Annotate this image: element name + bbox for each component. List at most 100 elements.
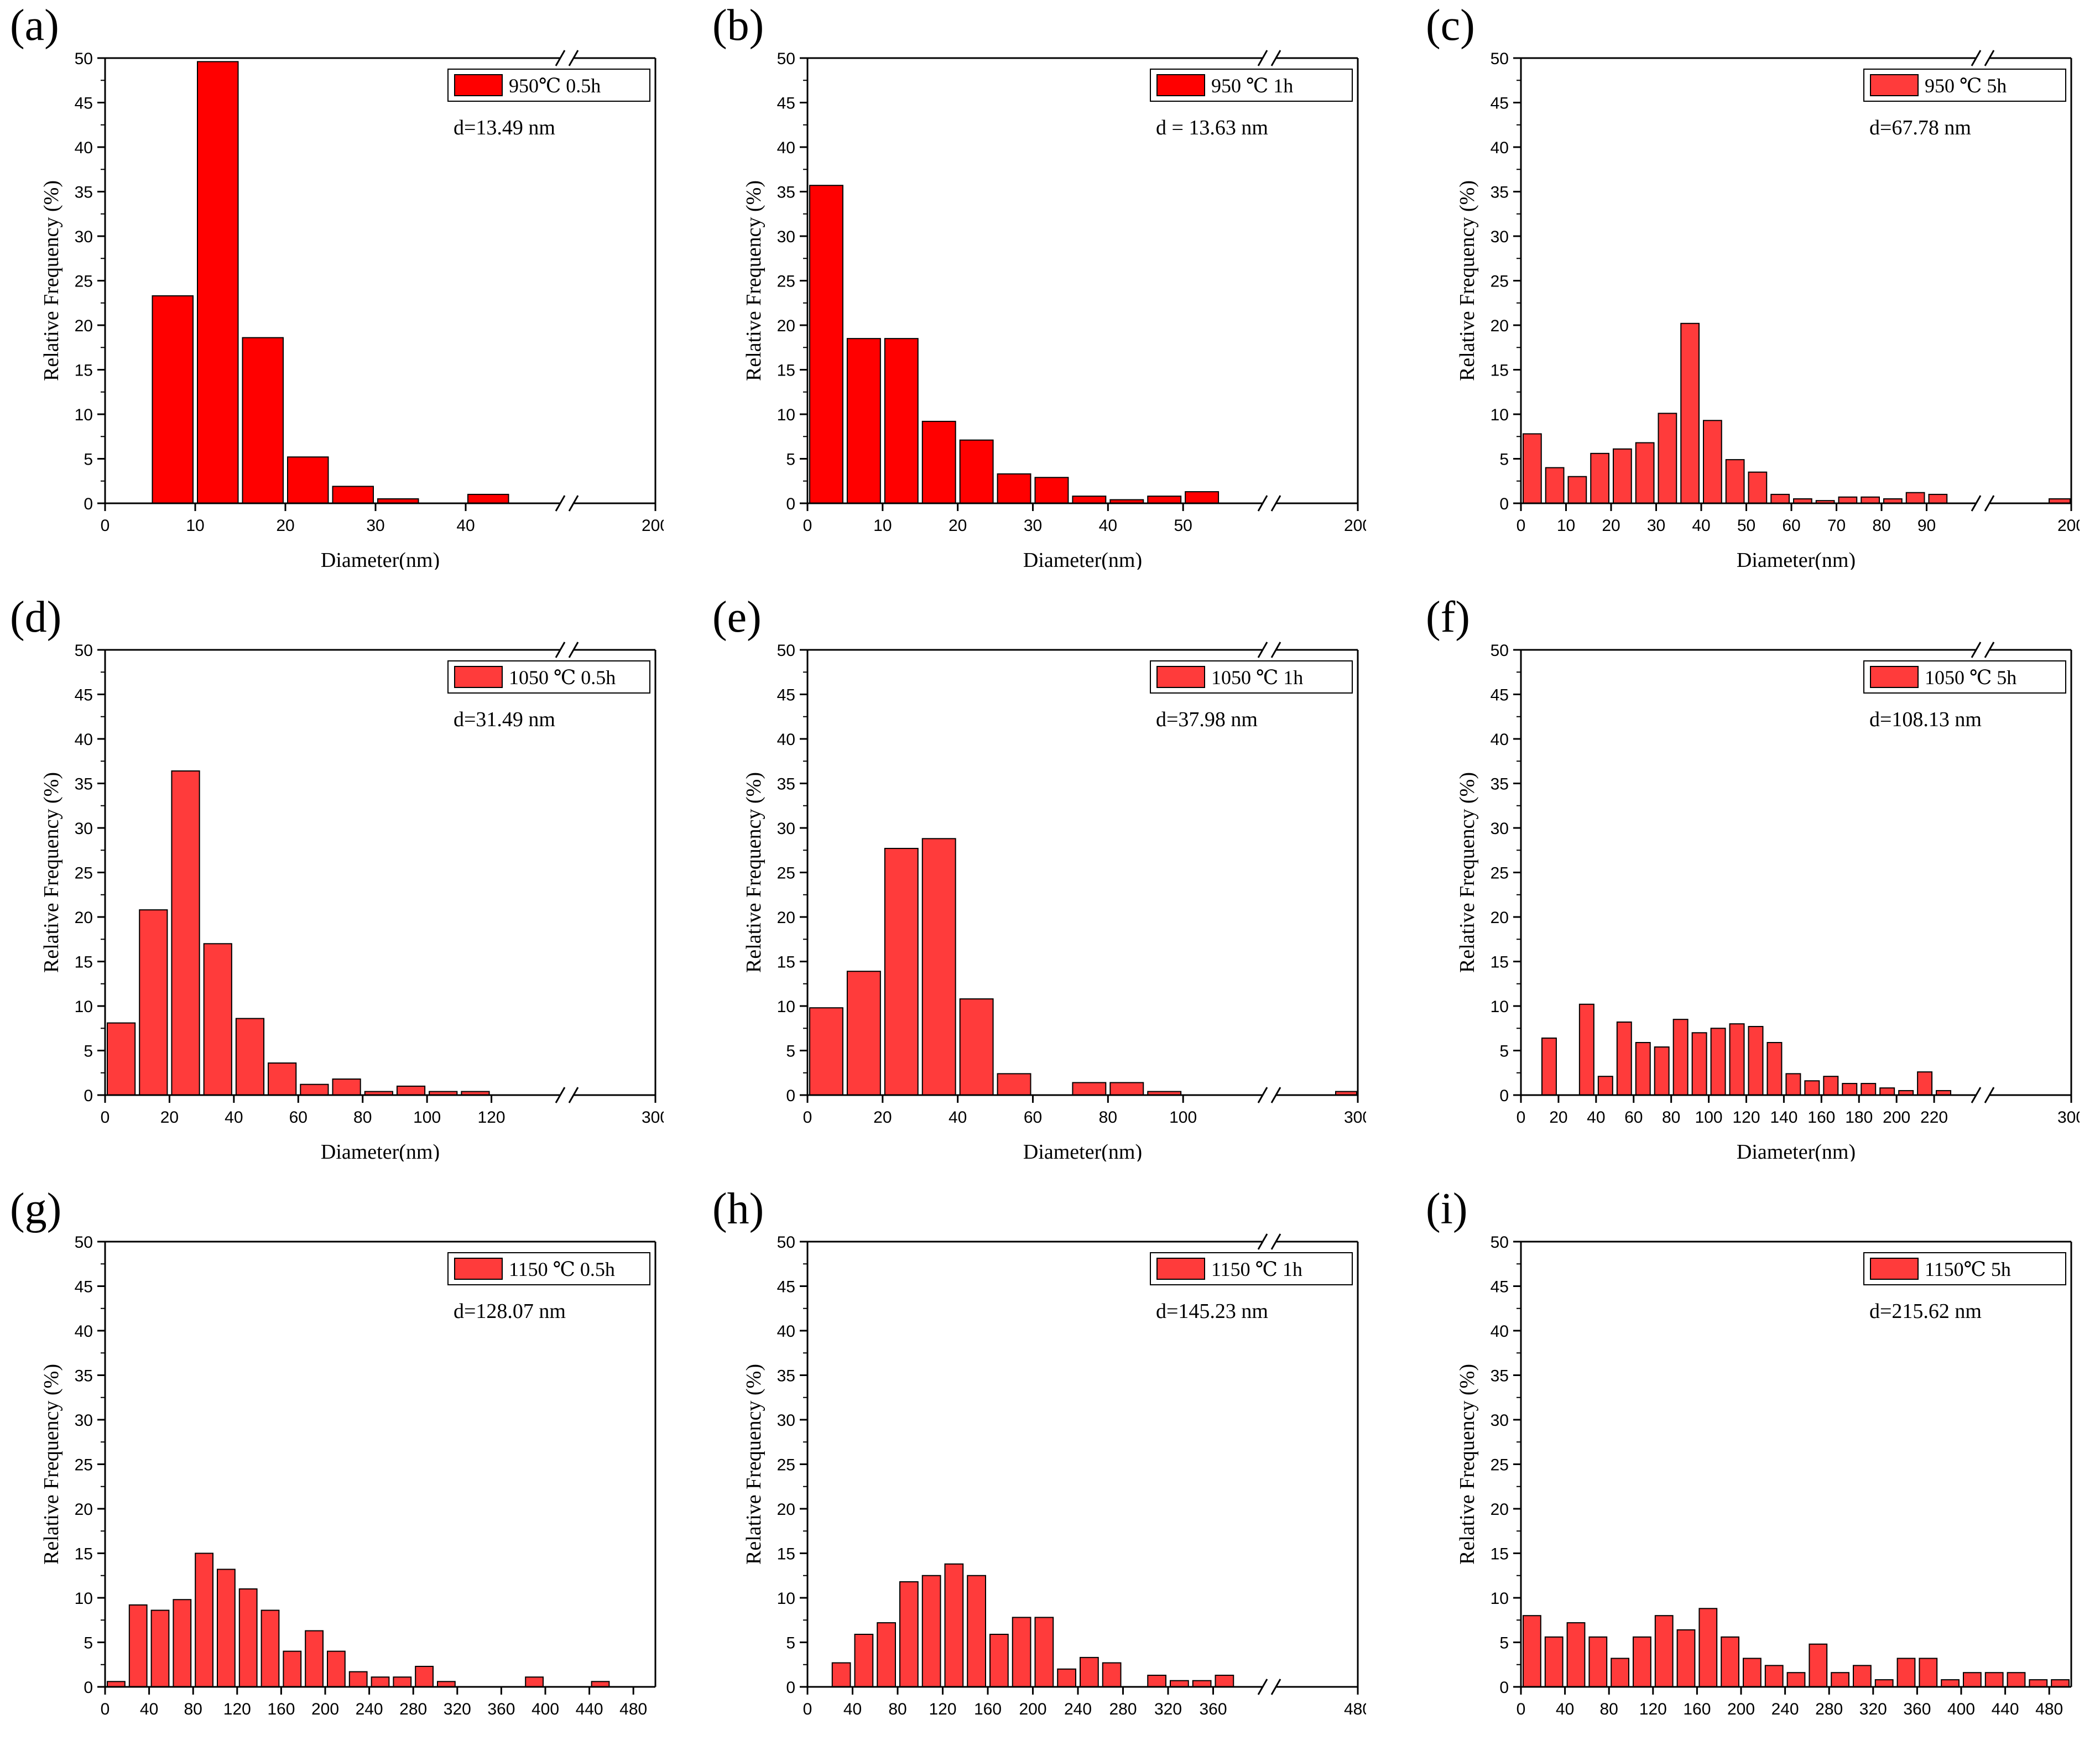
y-tick-label: 45	[1491, 686, 1509, 705]
panel-b: 0 5 10 15 20 25 30 35 40 45 50 0 10 20 30 40 50 200 Diamet…	[702, 0, 1372, 572]
histogram-b: 0 5 10 15 20 25 30 35 40 45 50 0 10 20 30 40 50 200 Diamet…	[712, 1, 1372, 572]
bar	[1766, 1042, 1783, 1096]
bar	[1588, 1636, 1608, 1688]
axis-break-mark	[1270, 50, 1281, 66]
y-tick-label: 10	[777, 406, 795, 424]
x-tick-label-after-break: 200	[1344, 517, 1366, 535]
bar	[1748, 471, 1768, 504]
bar	[1919, 1658, 1938, 1687]
y-tick-label: 20	[1491, 317, 1509, 335]
x-tick-label: 80	[1099, 1108, 1117, 1127]
y-tick-label: 0	[84, 1679, 93, 1697]
x-tick-label: 40	[1099, 517, 1117, 535]
axis-break-mark	[555, 495, 566, 512]
panel-f: 0 5 10 15 20 25 30 35 40 45 50 0 20 40 60 80 100 120 140 16…	[1416, 592, 2085, 1164]
bar	[1658, 413, 1677, 504]
legend-label: 1050 ℃ 5h	[1925, 666, 2016, 689]
bar	[1597, 1076, 1613, 1096]
y-tick-label: 35	[1491, 184, 1509, 202]
y-tick-label: 25	[777, 273, 795, 291]
histogram-d: 0 5 10 15 20 25 30 35 40 45 50 0 20 40 60 80 100 120 300 Di…	[10, 593, 669, 1164]
y-tick-label: 5	[84, 1043, 93, 1061]
y-tick-label: 35	[1491, 1367, 1509, 1385]
y-tick-label: 10	[777, 1590, 795, 1608]
x-tick-label: 480	[2035, 1700, 2063, 1718]
bar	[332, 486, 374, 504]
panel-label: (f)	[1426, 593, 1470, 642]
axis-break-mark	[1984, 642, 1995, 658]
y-tick-label: 30	[777, 820, 795, 838]
mean-diameter-annotation: d=215.62 nm	[1869, 1300, 1982, 1323]
histogram-f: 0 5 10 15 20 25 30 35 40 45 50 0 20 40 60 80 100 120 140 16…	[1426, 593, 2085, 1164]
x-tick-label: 360	[487, 1700, 515, 1718]
y-tick-label: 35	[75, 1367, 93, 1385]
y-tick-label: 25	[75, 273, 93, 291]
bar	[1215, 1675, 1234, 1688]
y-tick-label: 10	[75, 406, 93, 424]
y-tick-label: 45	[777, 95, 795, 113]
bar	[884, 848, 919, 1096]
x-tick-label: 20	[160, 1108, 179, 1127]
panel-label: (c)	[1426, 1, 1475, 50]
y-tick-label: 45	[75, 1278, 93, 1296]
panel-e: 0 5 10 15 20 25 30 35 40 45 50 0 20 40 60 80 100 300 Diame…	[702, 592, 1372, 1164]
bar	[1785, 1073, 1801, 1096]
x-tick-label: 120	[223, 1700, 251, 1718]
x-axis-label: Diameter(nm)	[321, 549, 440, 570]
y-tick-label: 35	[75, 775, 93, 794]
x-tick-label: 10	[186, 517, 204, 535]
y-axis-label: Relative Frequency (%)	[40, 1364, 63, 1565]
y-axis-label: Relative Frequency (%)	[1456, 180, 1479, 381]
x-tick-label: 0	[1517, 517, 1526, 535]
bar	[260, 1609, 280, 1687]
bar	[1896, 1658, 1916, 1687]
x-tick-label: 30	[1647, 517, 1665, 535]
y-tick-label: 40	[75, 1322, 93, 1341]
y-tick-label: 35	[777, 1367, 795, 1385]
x-tick-label: 100	[413, 1108, 441, 1127]
x-tick-label: 360	[1903, 1700, 1931, 1718]
bar	[1672, 1019, 1689, 1096]
bar	[884, 338, 919, 504]
y-tick-label: 0	[786, 1679, 795, 1697]
bar	[1590, 452, 1609, 504]
bar	[1743, 1658, 1762, 1687]
panel-g: 0 5 10 15 20 25 30 35 40 45 50 0 40 80 120 160 200 240 280…	[0, 1184, 664, 1753]
y-tick-label: 35	[777, 775, 795, 794]
x-tick-label: 200	[311, 1700, 339, 1718]
bar	[1691, 1032, 1707, 1096]
bar	[300, 1083, 329, 1096]
bar	[1616, 1021, 1632, 1096]
x-tick-label: 140	[1770, 1108, 1797, 1127]
bar	[959, 998, 994, 1096]
y-tick-label: 50	[1491, 642, 1509, 660]
x-tick-label: 0	[803, 1108, 812, 1127]
y-tick-label: 50	[777, 642, 795, 660]
bar	[921, 1575, 941, 1687]
bar	[1928, 493, 1948, 504]
y-tick-label: 25	[1491, 273, 1509, 291]
x-tick-label: 30	[1024, 517, 1042, 535]
x-tick-label: 50	[1737, 517, 1755, 535]
y-tick-label: 40	[777, 731, 795, 749]
bar	[2051, 1679, 2070, 1687]
axis-break-mark	[1270, 495, 1281, 512]
bar	[238, 1588, 258, 1688]
y-axis-label: Relative Frequency (%)	[1456, 772, 1479, 973]
bar	[197, 61, 239, 504]
bar	[152, 295, 194, 504]
y-tick-label: 40	[1491, 1322, 1509, 1341]
bar	[1523, 433, 1542, 504]
y-tick-label: 20	[777, 909, 795, 927]
axis-break-mark	[1257, 1679, 1268, 1695]
y-tick-label: 5	[1499, 1043, 1509, 1061]
legend-swatch	[1156, 1258, 1205, 1280]
bar	[1147, 496, 1182, 504]
panel-i: 0 5 10 15 20 25 30 35 40 45 50 0 40 80 120 160 200 240 280…	[1416, 1184, 2080, 1753]
bar	[997, 473, 1031, 504]
x-tick-label: 280	[399, 1700, 427, 1718]
x-tick-label: 20	[1602, 517, 1620, 535]
bar	[1905, 492, 1925, 504]
bar	[242, 337, 284, 504]
bar	[1710, 1028, 1726, 1096]
